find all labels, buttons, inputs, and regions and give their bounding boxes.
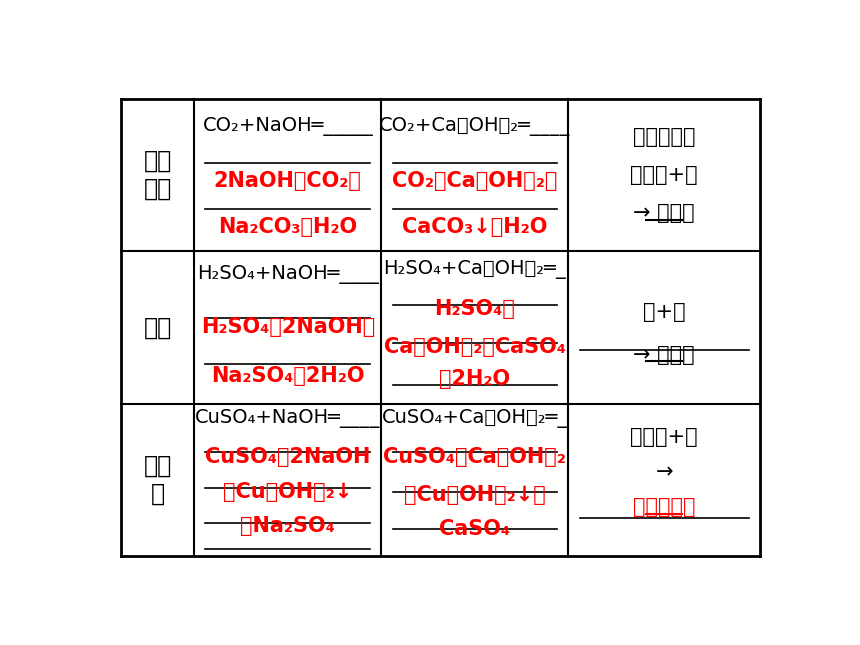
- Text: CaSO₄: CaSO₄: [439, 519, 511, 539]
- Text: 新盐＋新笹: 新盐＋新笹: [633, 497, 696, 517]
- Text: CO₂+NaOH═_____: CO₂+NaOH═_____: [202, 117, 373, 136]
- Text: CuSO₄+NaOH═____: CuSO₄+NaOH═____: [195, 410, 380, 428]
- Text: CuSO₄+Ca（OH）₂═_: CuSO₄+Ca（OH）₂═_: [382, 410, 568, 428]
- Text: Na₂CO₃＋H₂O: Na₂CO₃＋H₂O: [218, 217, 358, 237]
- Text: 2NaOH＋CO₂＝: 2NaOH＋CO₂＝: [214, 171, 362, 191]
- Text: H₂SO₄+NaOH═____: H₂SO₄+NaOH═____: [197, 264, 378, 284]
- Text: H₂SO₄+Ca（OH）₂═_: H₂SO₄+Ca（OH）₂═_: [384, 260, 566, 279]
- Text: 某些非金属: 某些非金属: [633, 127, 696, 147]
- Text: → 盐＋水: → 盐＋水: [634, 345, 695, 365]
- Text: →: →: [655, 462, 673, 482]
- Text: ＋Na₂SO₄: ＋Na₂SO₄: [240, 516, 335, 536]
- Text: 酸+笹: 酸+笹: [643, 303, 685, 322]
- Text: ＝Cu（OH）₂↓: ＝Cu（OH）₂↓: [224, 482, 353, 502]
- Text: → 盐＋水: → 盐＋水: [634, 203, 695, 223]
- Text: CO₂＋Ca（OH）₂＝: CO₂＋Ca（OH）₂＝: [392, 171, 557, 191]
- Text: CuSO₄＋2NaOH: CuSO₄＋2NaOH: [206, 447, 371, 467]
- Text: Na₂SO₄＋2H₂O: Na₂SO₄＋2H₂O: [211, 366, 365, 386]
- Text: Ca（OH）₂＝CaSO₄: Ca（OH）₂＝CaSO₄: [384, 337, 566, 357]
- Text: CO₂+Ca（OH）₂═____: CO₂+Ca（OH）₂═____: [379, 117, 570, 136]
- Text: ＝Cu（OH）₂↓＋: ＝Cu（OH）₂↓＋: [404, 485, 546, 505]
- Text: H₂SO₄＋: H₂SO₄＋: [434, 299, 515, 319]
- Text: 硫酸: 硫酸: [144, 315, 172, 339]
- Text: 某些盐+笹: 某些盐+笹: [630, 427, 698, 447]
- Text: 硫酸
铜: 硫酸 铜: [144, 454, 172, 506]
- Text: CaCO₃↓＋H₂O: CaCO₃↓＋H₂O: [402, 217, 548, 237]
- Text: H₂SO₄＋2NaOH＝: H₂SO₄＋2NaOH＝: [200, 317, 375, 337]
- Text: CuSO₄＋Ca（OH）₂: CuSO₄＋Ca（OH）₂: [384, 447, 567, 467]
- Text: ＋2H₂O: ＋2H₂O: [439, 369, 511, 389]
- Text: 氧化物+笹: 氧化物+笹: [630, 165, 698, 185]
- Text: 二氧
化碳: 二氧 化碳: [144, 149, 172, 201]
